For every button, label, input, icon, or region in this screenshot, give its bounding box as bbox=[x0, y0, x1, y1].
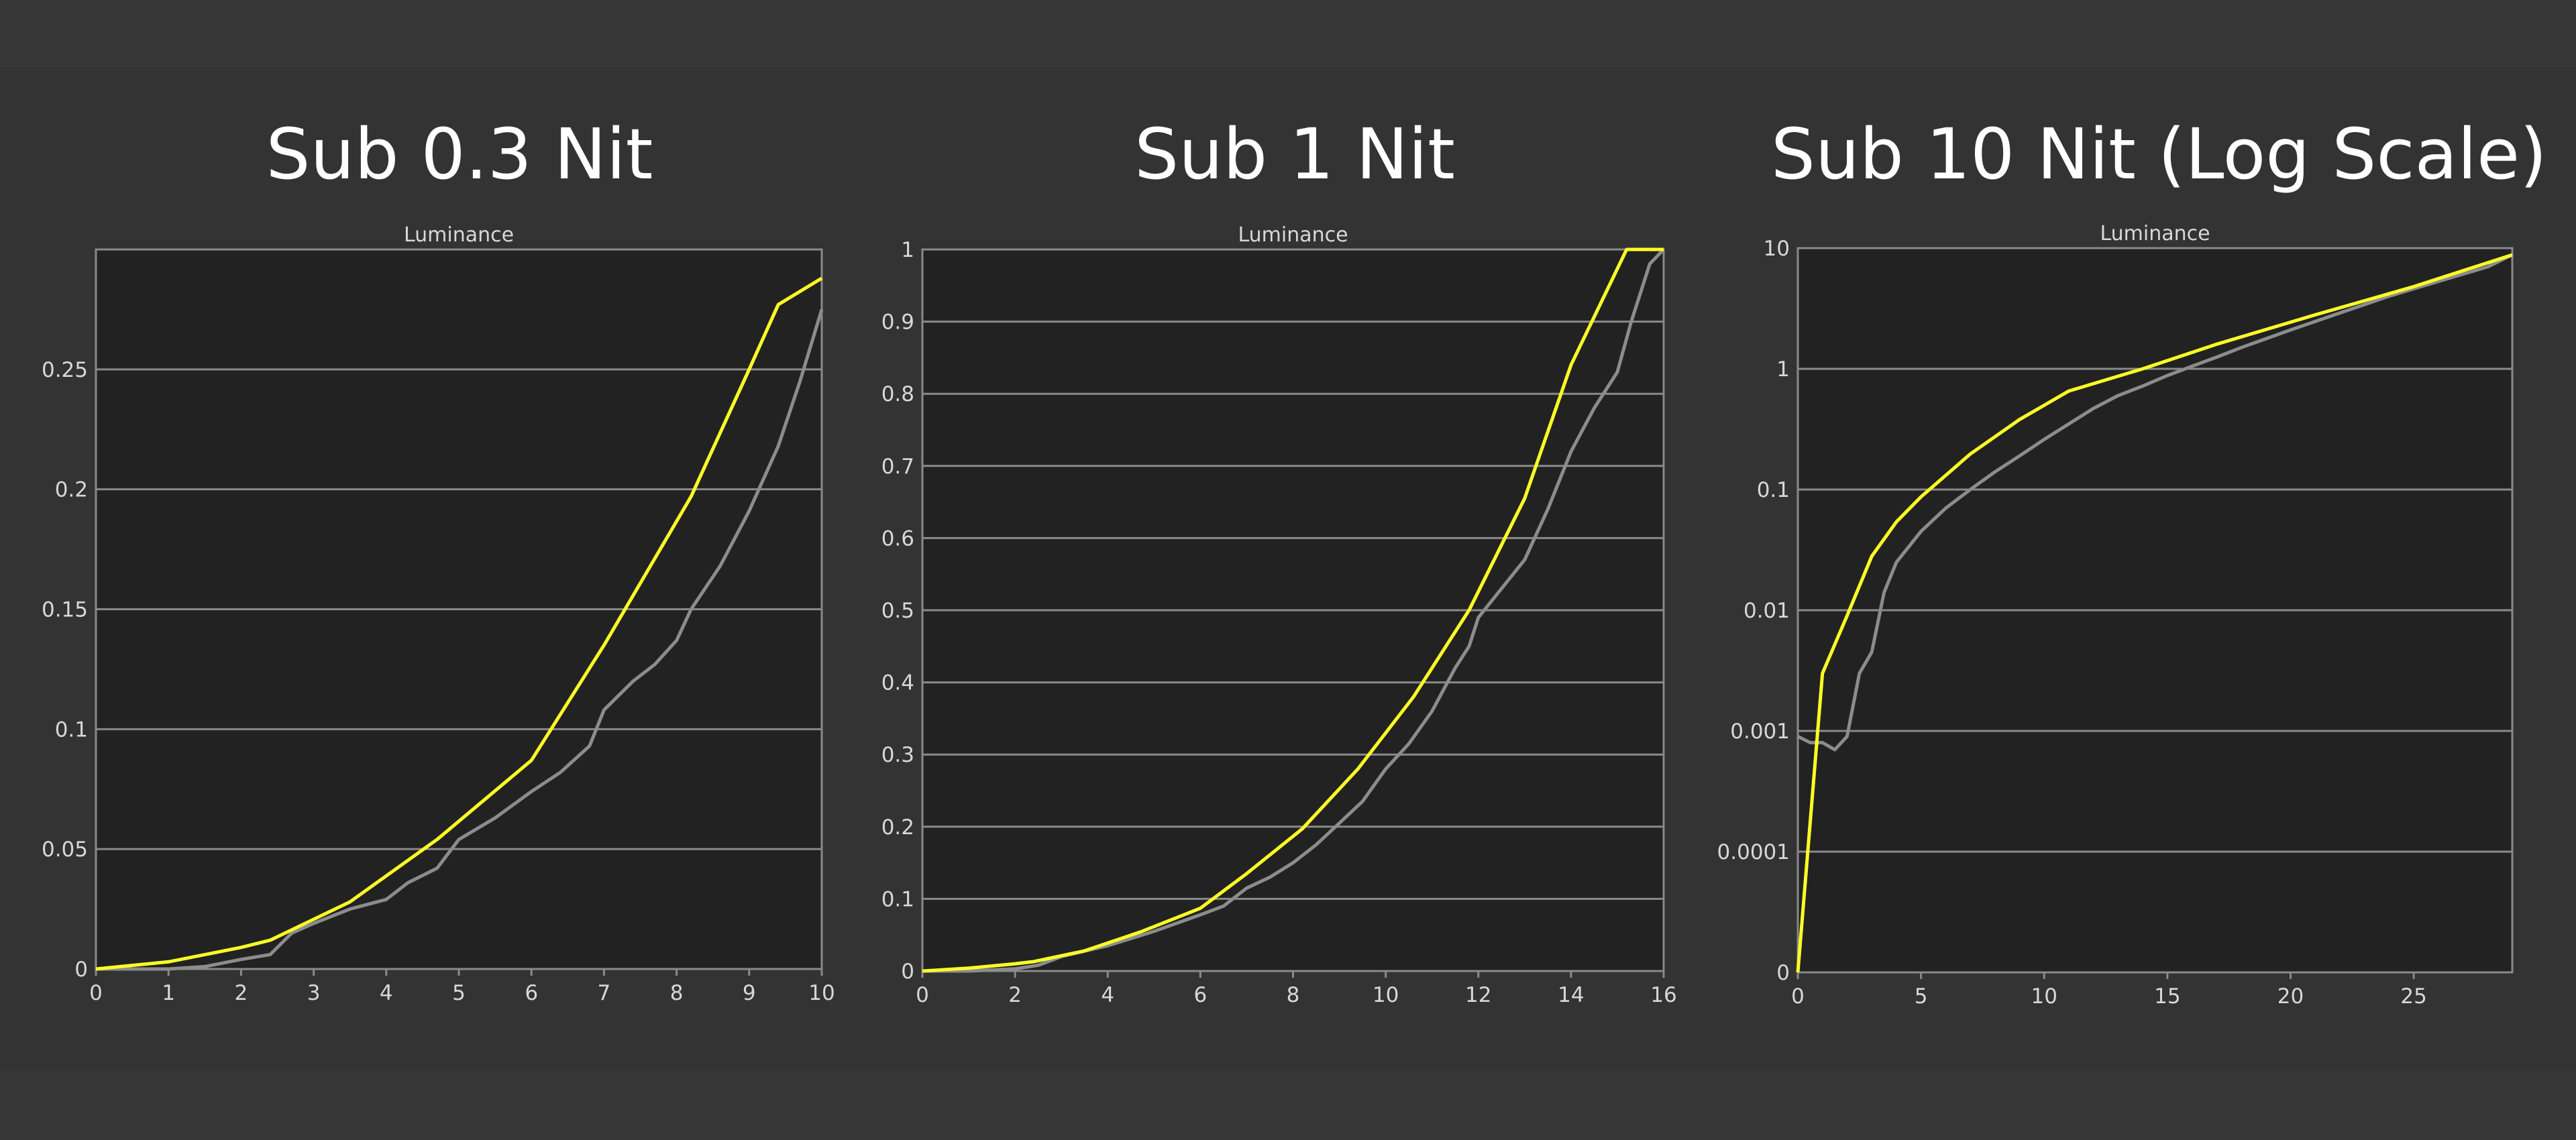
x-tick-label: 8 bbox=[670, 981, 684, 1005]
chart-subtitle: Luminance bbox=[404, 223, 514, 247]
x-tick-label: 0 bbox=[1791, 984, 1805, 1009]
x-tick-label: 16 bbox=[1650, 983, 1676, 1007]
y-tick-label: 0.25 bbox=[42, 358, 88, 382]
x-tick-label: 8 bbox=[1287, 983, 1300, 1007]
chart-title-sub-10-nit-log: Sub 10 Nit (Log Scale) bbox=[1771, 113, 2547, 195]
series-line-yellow bbox=[95, 276, 823, 971]
x-tick-label: 2 bbox=[235, 981, 248, 1005]
y-tick-label: 0.7 bbox=[881, 455, 914, 479]
series-line-gray bbox=[96, 308, 824, 971]
chart-panel-2: 00.10.20.30.40.50.60.70.80.910 2 4 6 8 10 12 14… bbox=[881, 223, 1677, 1007]
x-tick-label: 15 bbox=[2154, 984, 2180, 1009]
x-tick-label: 2 bbox=[1008, 983, 1022, 1007]
x-tick-label: 10 bbox=[1373, 983, 1399, 1007]
y-tick-label: 0.1 bbox=[55, 718, 88, 742]
x-tick-label: 7 bbox=[598, 981, 611, 1005]
y-tick-label: 0.6 bbox=[881, 526, 914, 551]
x-tick-label: 5 bbox=[452, 981, 466, 1005]
x-tick-label: 20 bbox=[2277, 984, 2304, 1009]
y-tick-label: 0.1 bbox=[1757, 478, 1790, 502]
y-tick-label: 10 bbox=[1764, 237, 1790, 261]
series-line-gray bbox=[1796, 253, 2514, 752]
x-tick-label: 9 bbox=[743, 981, 756, 1005]
x-tick-label: 4 bbox=[380, 981, 393, 1005]
x-tick-label: 3 bbox=[307, 981, 321, 1005]
chart-subtitle: Luminance bbox=[2100, 222, 2210, 245]
x-tick-label: 5 bbox=[1915, 984, 1928, 1009]
y-tick-label: 0.01 bbox=[1743, 599, 1790, 623]
x-tick-label: 6 bbox=[525, 981, 538, 1005]
x-tick-label: 4 bbox=[1101, 983, 1114, 1007]
x-tick-label: 0 bbox=[916, 983, 929, 1007]
y-tick-label: 0 bbox=[74, 958, 88, 982]
chart-panel-3: 0 0.0001 0.001 0.01 0.1 1 10 0 5 10 15 20 25 Luminanc… bbox=[1717, 222, 2514, 1009]
series-line-yellow bbox=[922, 247, 1664, 973]
series-line-yellow bbox=[1796, 253, 2513, 973]
y-tick-label: 0 bbox=[1776, 961, 1790, 985]
y-tick-label: 0.2 bbox=[55, 478, 88, 502]
y-tick-label: 0.4 bbox=[881, 671, 914, 695]
x-tick-label: 0 bbox=[89, 981, 103, 1005]
y-tick-label: 0.8 bbox=[881, 382, 914, 406]
x-tick-label: 6 bbox=[1194, 983, 1208, 1007]
x-tick-label: 1 bbox=[162, 981, 175, 1005]
y-tick-label: 0 bbox=[901, 960, 914, 984]
x-tick-label: 10 bbox=[808, 981, 835, 1005]
y-tick-label: 0.001 bbox=[1730, 720, 1790, 744]
y-tick-label: 0.05 bbox=[42, 838, 88, 862]
y-tick-label: 0.5 bbox=[881, 599, 914, 623]
chart-panel-1: 0 0.05 0.1 0.15 0.2 0.25 0 1 2 3 4 5 6 7 8 9 10 Luminance bbox=[42, 223, 835, 1005]
chart-title-sub-1-nit: Sub 1 Nit bbox=[1134, 113, 1455, 195]
series-line-gray bbox=[922, 248, 1665, 973]
y-tick-label: 0.0001 bbox=[1717, 840, 1790, 864]
x-tick-label: 12 bbox=[1465, 983, 1491, 1007]
x-tick-label: 14 bbox=[1558, 983, 1584, 1007]
y-tick-label: 0.1 bbox=[881, 887, 914, 911]
y-tick-label: 0.9 bbox=[881, 310, 914, 335]
y-tick-label: 1 bbox=[901, 238, 914, 262]
x-tick-label: 25 bbox=[2400, 984, 2426, 1009]
x-tick-label: 10 bbox=[2031, 984, 2057, 1009]
y-tick-label: 0.15 bbox=[42, 598, 88, 622]
chart-subtitle: Luminance bbox=[1238, 223, 1348, 247]
y-tick-label: 0.3 bbox=[881, 743, 914, 767]
chart-title-sub-0-3-nit: Sub 0.3 Nit bbox=[266, 113, 653, 195]
y-tick-label: 1 bbox=[1776, 357, 1790, 382]
y-tick-label: 0.2 bbox=[881, 815, 914, 840]
